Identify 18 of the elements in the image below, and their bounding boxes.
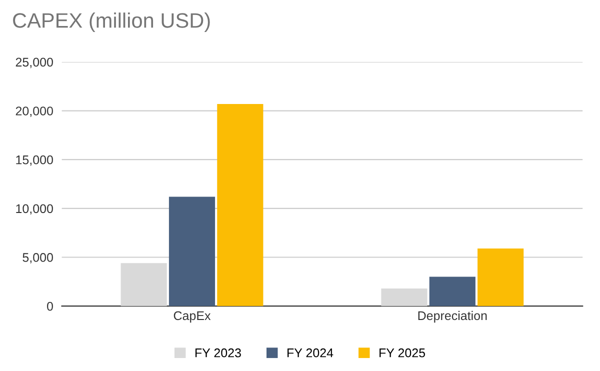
y-tick-label: 0 [47,302,53,311]
y-tick-label: 5,000 [22,253,53,264]
bar [217,104,264,306]
y-tick-label: 10,000 [16,204,53,215]
bar [381,288,428,306]
legend-label: FY 2024 [288,348,334,358]
legend-label: FY 2023 [195,348,241,358]
legend-label: FY 2025 [380,348,426,358]
bar [120,263,167,306]
y-tick-label: 20,000 [16,106,53,117]
bar [429,276,476,306]
bar [168,196,216,306]
chart-title: CAPEX (million USD) [13,12,210,32]
bar [478,248,524,306]
x-tick-label: CapEx [174,311,211,323]
x-tick-label: Depreciation [418,310,487,323]
y-tick-label: 15,000 [16,155,53,166]
y-tick-label: 25,000 [16,58,53,68]
